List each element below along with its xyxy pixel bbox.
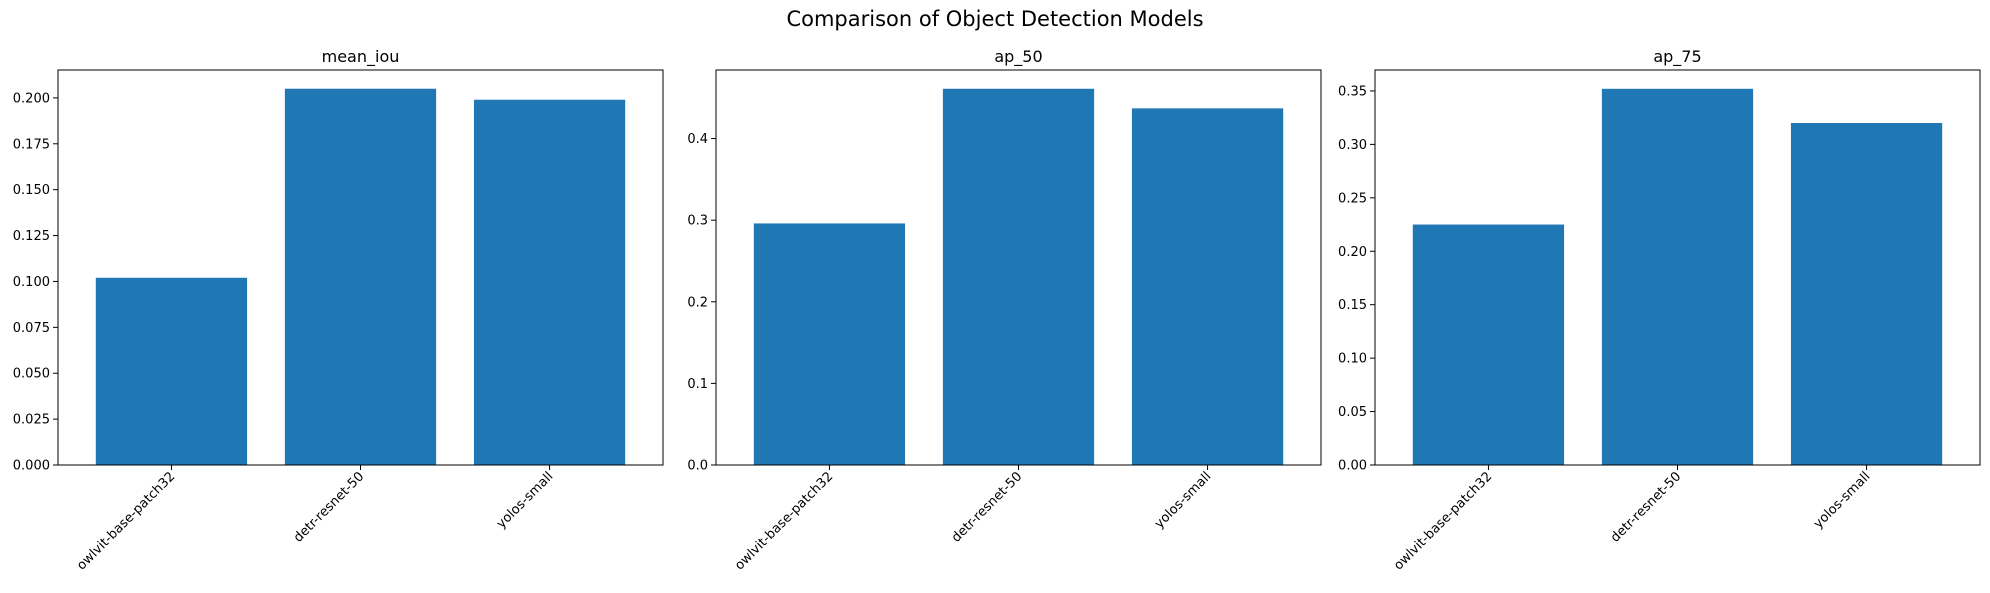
y-tick-label: 0.15	[1338, 298, 1367, 313]
y-tick-label: 0.4	[687, 132, 708, 147]
subplot-title: ap_50	[994, 47, 1042, 67]
figure-title: Comparison of Object Detection Models	[786, 7, 1203, 31]
bar-owlvit-base-patch32	[753, 223, 906, 465]
x-tick-label: yolos-small	[494, 469, 556, 531]
subplot-ap_75: ap_75 0.00 0.05 0.10 0.15 0.20 0.25 0.30 0.35 owl…	[1338, 47, 1981, 573]
bar-owlvit-base-patch32	[1412, 224, 1565, 465]
bar-yolos-small	[1790, 123, 1943, 465]
subplot-title: mean_iou	[322, 47, 400, 67]
x-tick-label: yolos-small	[1811, 469, 1873, 531]
bar-detr-resnet-50	[942, 88, 1095, 466]
x-tick-label: owlvit-base-patch32	[732, 469, 836, 573]
y-tick-label: 0.1	[687, 377, 708, 392]
x-tick-label: owlvit-base-patch32	[1391, 469, 1495, 573]
y-tick-label: 0.075	[13, 321, 50, 336]
y-tick-label: 0.25	[1338, 191, 1367, 206]
y-tick-label: 0.30	[1338, 138, 1367, 153]
x-tick-label: owlvit-base-patch32	[74, 469, 178, 573]
subplots: mean_iou 0.000 0.025 0.050 0.075 0.100 0.125 0.…	[13, 47, 1981, 573]
y-tick-label: 0.050	[13, 367, 50, 382]
bar-yolos-small	[1131, 108, 1284, 466]
y-tick-label: 0.000	[13, 459, 50, 474]
bar-detr-resnet-50	[1601, 88, 1754, 465]
x-tick-label: detr-resnet-50	[1608, 469, 1684, 545]
y-tick-label: 0.2	[687, 295, 708, 310]
bar-owlvit-base-patch32	[95, 277, 248, 465]
x-tick-label: yolos-small	[1152, 469, 1214, 531]
y-tick-label: 0.125	[13, 229, 50, 244]
subplot-title: ap_75	[1653, 47, 1701, 67]
y-tick-label: 0.0	[687, 459, 708, 474]
x-tick-label: detr-resnet-50	[949, 469, 1025, 545]
bar-detr-resnet-50	[284, 88, 437, 465]
subplot-mean_iou: mean_iou 0.000 0.025 0.050 0.075 0.100 0.125 0.…	[13, 47, 664, 573]
y-tick-label: 0.00	[1338, 459, 1367, 474]
y-tick-label: 0.100	[13, 275, 50, 290]
y-tick-label: 0.20	[1338, 245, 1367, 260]
y-tick-label: 0.200	[13, 91, 50, 106]
y-tick-label: 0.025	[13, 413, 50, 428]
y-tick-label: 0.3	[687, 214, 708, 229]
subplot-ap_50: ap_50 0.0 0.1 0.2 0.3 0.4 owlvit-base-patch32 d…	[687, 47, 1322, 573]
y-tick-label: 0.150	[13, 183, 50, 198]
x-tick-label: detr-resnet-50	[291, 469, 367, 545]
y-tick-label: 0.10	[1338, 352, 1367, 367]
y-tick-label: 0.175	[13, 137, 50, 152]
y-tick-label: 0.35	[1338, 84, 1367, 99]
bar-yolos-small	[473, 99, 626, 466]
y-tick-label: 0.05	[1338, 405, 1367, 420]
